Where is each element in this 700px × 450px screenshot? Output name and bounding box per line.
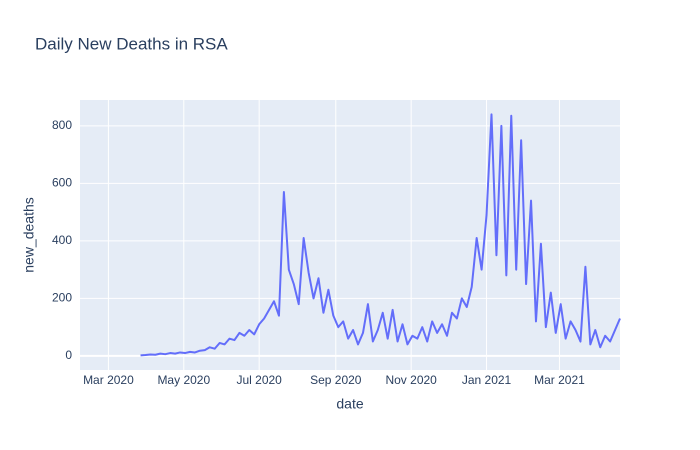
x-axis-title: date (336, 396, 363, 412)
x-tick-label: Nov 2020 (385, 373, 437, 387)
y-tick-label: 600 (52, 176, 72, 190)
y-tick-label: 0 (65, 348, 72, 362)
line-series (140, 113, 621, 357)
x-tick-label: May 2020 (157, 373, 210, 387)
x-tick-label: Mar 2021 (534, 373, 585, 387)
plot-area (80, 100, 620, 370)
y-tick-label: 800 (52, 118, 72, 132)
x-tick-label: Jul 2020 (236, 373, 282, 387)
x-tick-label: Sep 2020 (310, 373, 362, 387)
y-tick-label: 200 (52, 291, 72, 305)
y-tick-label: 400 (52, 233, 72, 247)
y-axis-title: new_deaths (21, 197, 37, 273)
chart-title: Daily New Deaths in RSA (35, 34, 228, 53)
x-tick-label: Jan 2021 (462, 373, 512, 387)
x-tick-label: Mar 2020 (83, 373, 134, 387)
